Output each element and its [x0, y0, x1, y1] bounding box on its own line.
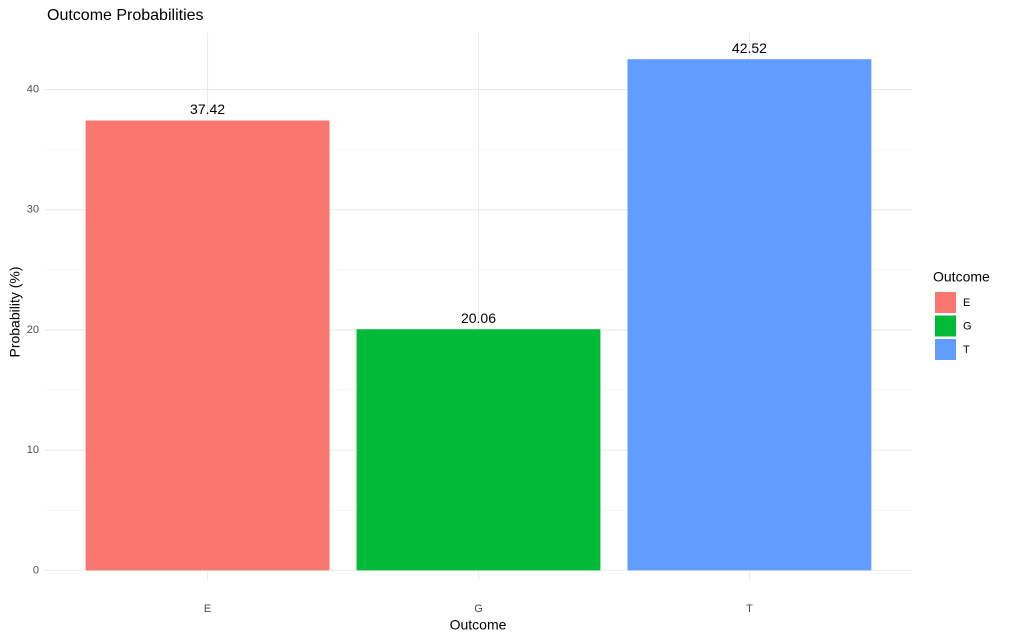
legend-label: E — [963, 297, 970, 309]
bar — [356, 329, 601, 571]
legend-swatch — [935, 292, 956, 313]
legend-label: T — [963, 344, 970, 356]
bar — [85, 120, 330, 571]
legend-label: G — [963, 320, 972, 332]
x-axis-label: Outcome — [450, 617, 507, 633]
y-tick-label: 10 — [27, 444, 39, 456]
chart-title: Outcome Probabilities — [47, 7, 204, 24]
bar — [627, 59, 872, 571]
y-axis-label: Probability (%) — [7, 266, 23, 357]
y-tick-label: 20 — [27, 324, 39, 336]
x-tick-label: E — [204, 603, 211, 615]
x-tick-label: G — [474, 603, 483, 615]
legend-swatch — [935, 339, 956, 360]
data-label: 20.06 — [461, 310, 496, 326]
legend-swatch — [935, 315, 956, 337]
x-tick-label: T — [746, 603, 753, 615]
data-label: 42.52 — [732, 40, 767, 56]
y-tick-label: 0 — [33, 564, 39, 576]
y-tick-label: 30 — [27, 204, 39, 216]
y-tick-label: 40 — [27, 83, 39, 95]
data-label: 37.42 — [190, 101, 225, 117]
legend-title: Outcome — [933, 269, 990, 285]
